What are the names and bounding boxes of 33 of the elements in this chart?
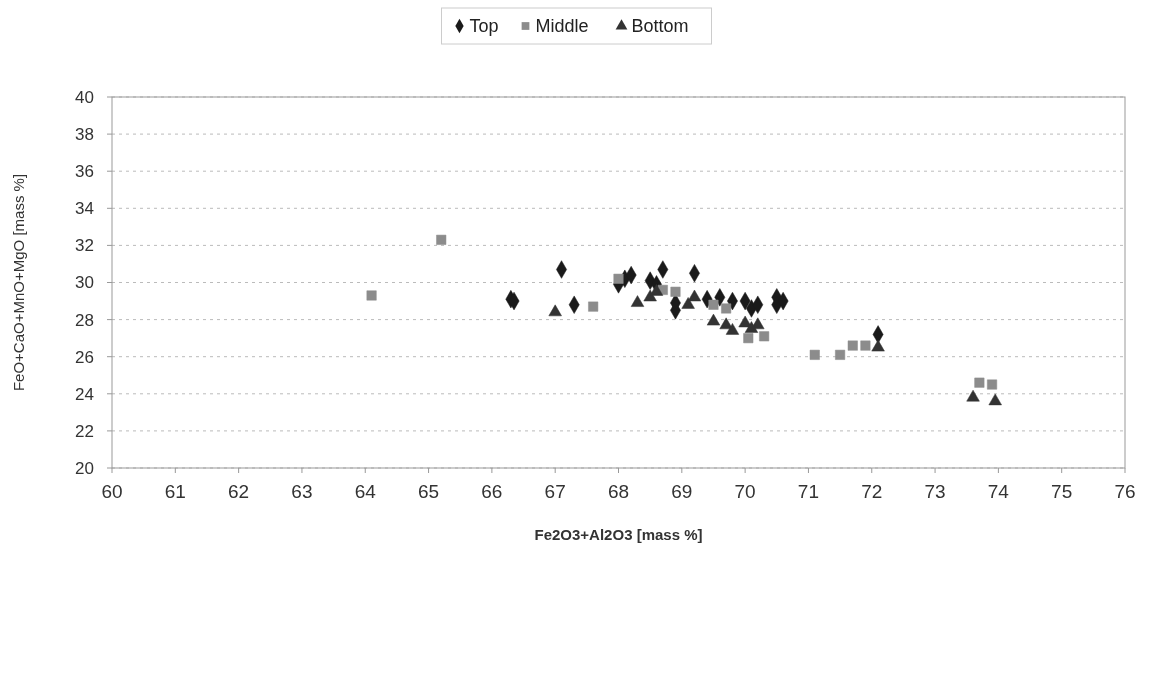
x-tick-label: 62	[228, 481, 250, 502]
x-tick-label: 66	[481, 481, 503, 502]
x-tick-label: 70	[734, 481, 756, 502]
y-tick-label: 38	[75, 125, 94, 145]
x-tick-label: 74	[987, 481, 1010, 502]
y-tick-label: 24	[75, 384, 94, 404]
x-tick-label: 65	[417, 481, 440, 502]
x-tick-label: 63	[291, 481, 313, 502]
x-tick-label: 60	[101, 481, 123, 502]
legend-label: Top	[469, 16, 499, 37]
y-tick-label: 26	[75, 347, 94, 367]
x-tick-label: 72	[861, 481, 883, 502]
x-tick-label: 73	[924, 481, 946, 502]
x-tick-label: 61	[164, 481, 186, 502]
y-tick-label: 40	[75, 87, 94, 107]
y-tick-label: 36	[75, 162, 94, 182]
y-tick-label: 30	[75, 273, 94, 293]
legend-label: Bottom	[631, 16, 689, 37]
x-tick-label: 68	[607, 481, 630, 502]
y-tick-label: 20	[75, 458, 94, 478]
x-axis-title: Fe2O3+Al2O3 [mass %]	[534, 526, 703, 543]
x-tick-label: 76	[1114, 481, 1136, 502]
x-tick-label: 71	[797, 481, 820, 502]
x-tick-label: 64	[354, 481, 377, 502]
y-tick-label: 34	[75, 199, 94, 219]
y-axis-title: FeO+CaO+MnO+MgO [mass %]	[10, 173, 27, 392]
legend-label: Middle	[535, 16, 589, 37]
y-tick-label: 28	[75, 310, 94, 330]
x-tick-label: 75	[1051, 481, 1073, 502]
y-tick-label: 22	[75, 421, 94, 441]
x-tick-label: 67	[544, 481, 566, 502]
y-tick-label: 32	[75, 236, 94, 256]
x-tick-label: 69	[671, 481, 693, 502]
